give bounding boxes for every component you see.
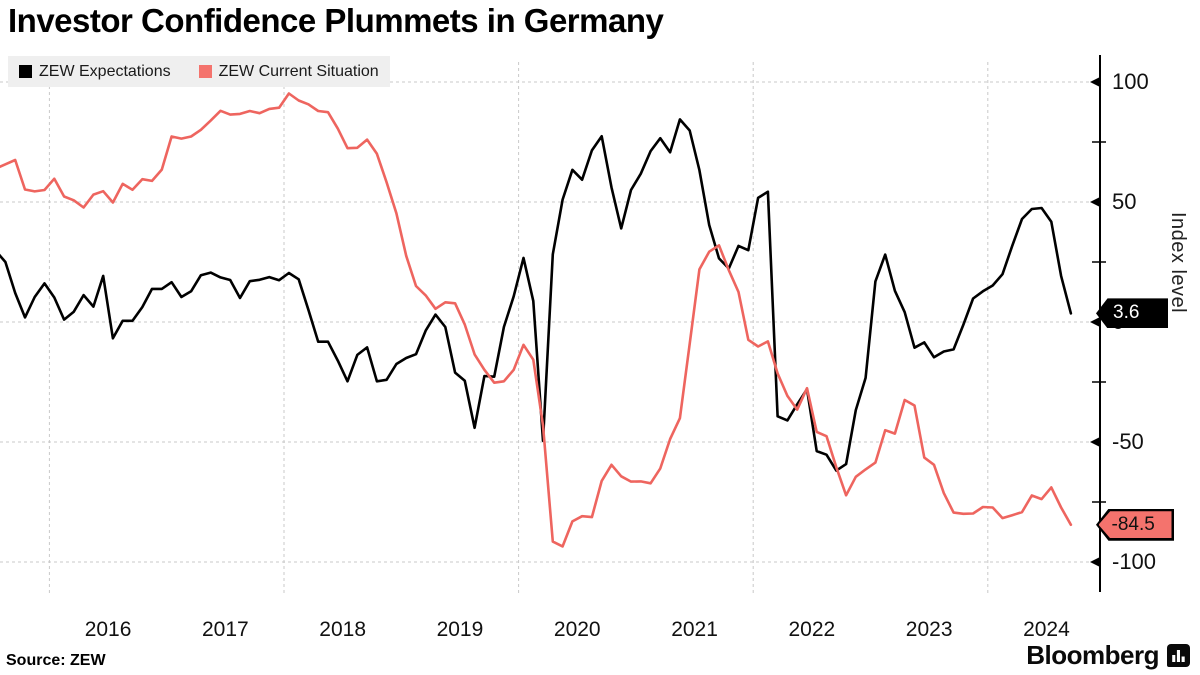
y-axis-tick-labels: 100500-50-100 — [1100, 0, 1200, 675]
x-year-label: 2023 — [905, 618, 953, 641]
y-tick-label: -100 — [1112, 549, 1157, 574]
x-year-label: 2018 — [319, 618, 366, 641]
x-year-label: 2019 — [436, 618, 484, 641]
x-year-label: 2021 — [671, 618, 718, 641]
y-tick-label: 100 — [1112, 69, 1149, 94]
y-tick-label: -50 — [1112, 429, 1144, 454]
bloomberg-logo: Bloomberg — [1026, 640, 1190, 671]
legend: ZEW Expectations ZEW Current Situation — [8, 56, 390, 87]
y-axis-major-tick-arrow-icon — [1090, 197, 1100, 207]
x-year-label: 2020 — [553, 618, 601, 641]
value-flag-current-situation-text: -84.5 — [1111, 513, 1155, 535]
y-axis-title: Index level — [1167, 212, 1189, 314]
series-line-zew-expectations — [0, 118, 1073, 472]
x-axis-year-labels: 2016 2017 2018 2019 2020 2021 2022 2023 2024 — [0, 618, 1200, 644]
bloomberg-wordmark: Bloomberg — [1026, 640, 1159, 670]
legend-swatch-current-situation-icon — [198, 65, 212, 78]
y-axis-major-tick-arrow-icon — [1090, 437, 1100, 447]
y-axis-major-tick-arrow-icon — [1090, 317, 1100, 327]
x-year-label: 2016 — [84, 618, 132, 641]
value-flag-expectations: 3.6 — [1096, 298, 1168, 329]
legend-item-current-situation: ZEW Current Situation — [198, 62, 379, 81]
y-tick-label: 50 — [1112, 189, 1137, 214]
legend-item-expectations: ZEW Expectations — [19, 63, 171, 81]
y-axis-major-tick-arrow-icon — [1090, 557, 1100, 567]
bloomberg-chart-bubble-icon — [1167, 644, 1190, 667]
page-title: Investor Confidence Plummets in Germany — [8, 2, 664, 39]
legend-label-current-situation: ZEW Current Situation — [218, 62, 379, 80]
legend-swatch-expectations-icon — [19, 65, 32, 78]
value-flag-expectations-text: 3.6 — [1113, 302, 1140, 324]
value-flag-current-situation: -84.5 — [1096, 508, 1174, 541]
y-axis-major-tick-arrow-icon — [1090, 77, 1100, 87]
series-line-zew-current-situation — [0, 92, 1073, 548]
value-flag-current-situation-body: -84.5 — [1098, 511, 1172, 539]
x-year-label: 2024 — [1023, 618, 1070, 641]
legend-label-expectations: ZEW Expectations — [39, 62, 171, 80]
x-year-label: 2022 — [788, 618, 836, 641]
source-attribution: Source: ZEW — [6, 652, 106, 669]
x-year-label: 2017 — [201, 618, 249, 641]
